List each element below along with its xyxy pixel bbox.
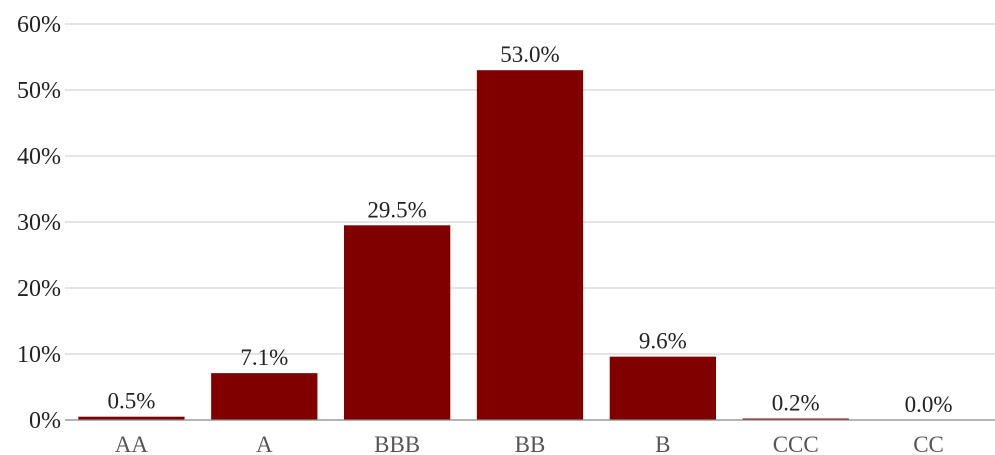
- y-tick-label: 40%: [17, 144, 61, 170]
- y-tick-label: 0%: [29, 408, 61, 434]
- data-label: 0.0%: [905, 392, 953, 417]
- x-axis-category-labels: AA A BBB BB B CCC CC: [115, 432, 944, 455]
- data-label: 53.0%: [500, 42, 559, 67]
- data-labels: 0.5% 7.1% 29.5% 53.0% 9.6% 0.2% 0.0%: [107, 42, 952, 417]
- y-tick-label: 20%: [17, 276, 61, 302]
- x-category-label: CCC: [773, 432, 819, 455]
- y-axis-tick-labels: 0% 10% 20% 30% 40% 50% 60%: [17, 12, 61, 434]
- data-label: 9.6%: [639, 329, 687, 354]
- bar-a: [211, 373, 318, 420]
- y-tick-label: 50%: [17, 78, 61, 104]
- x-category-label: B: [655, 432, 670, 455]
- bar-b: [609, 356, 716, 420]
- bar-bbb: [344, 225, 451, 420]
- bar-bb: [476, 70, 584, 420]
- x-category-label: AA: [115, 432, 149, 455]
- y-tick-label: 10%: [17, 342, 61, 368]
- x-category-label: A: [256, 432, 273, 455]
- x-category-label: BB: [515, 432, 546, 455]
- bar-aa: [78, 416, 185, 420]
- bars: [78, 70, 849, 420]
- y-tick-label: 30%: [17, 210, 61, 236]
- data-label: 29.5%: [367, 197, 426, 222]
- data-label: 0.2%: [772, 391, 820, 416]
- x-category-label: BBB: [374, 432, 420, 455]
- x-category-label: CC: [913, 432, 944, 455]
- y-tick-label: 60%: [17, 12, 61, 38]
- data-label: 0.5%: [107, 389, 155, 414]
- bar-ccc: [742, 418, 849, 420]
- data-label: 7.1%: [240, 345, 288, 370]
